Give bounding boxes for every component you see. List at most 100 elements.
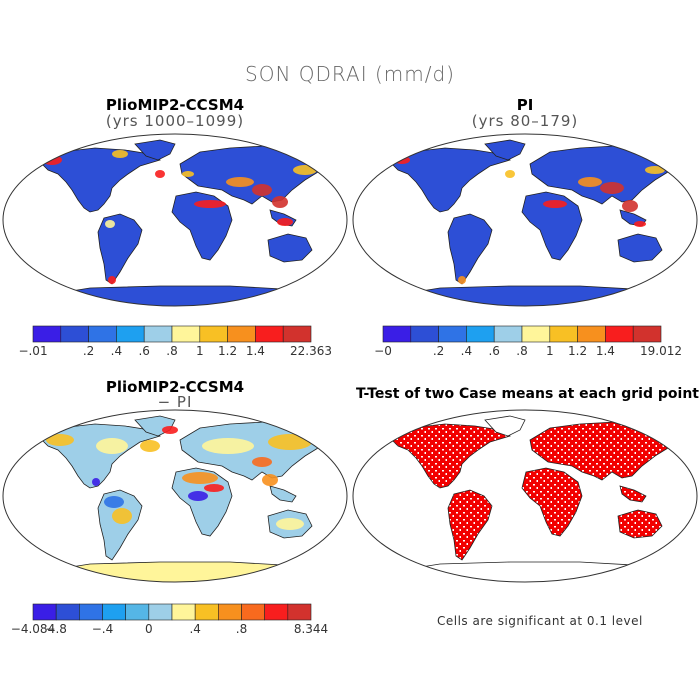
colorbar-swatch	[282, 325, 312, 343]
ocean-background	[353, 134, 697, 306]
land-greenland	[484, 139, 526, 161]
field-patch	[182, 171, 194, 177]
colorbar-tick-label: .8	[236, 622, 247, 636]
colorbar-swatch	[382, 325, 412, 343]
field-patch	[293, 165, 317, 175]
colorbar-tick-label: 19.012	[640, 344, 682, 358]
colorbar-tick-label: .4	[111, 344, 122, 358]
land-northAmerica	[389, 423, 511, 489]
field-patch	[140, 440, 160, 452]
colorbar-swatch	[605, 325, 634, 343]
map-panel2	[352, 133, 698, 307]
colorbar-tick-label: .4	[461, 344, 472, 358]
colorbar-tick-label: .2	[433, 344, 444, 358]
colorbar-tick-label: 1.4	[246, 344, 265, 358]
map-frame	[352, 409, 698, 583]
colorbar-swatch	[264, 603, 289, 621]
panel3-subtitle: − PI	[157, 393, 193, 411]
colorbar-swatch	[493, 325, 523, 343]
colorbar-tick-label: .8	[516, 344, 527, 358]
land-australia	[267, 233, 313, 263]
colorbar-tick-label: 1.4	[596, 344, 615, 358]
field-patch	[226, 177, 254, 187]
colorbar-tick-label: −.01	[18, 344, 47, 358]
map-panel4	[352, 409, 698, 583]
panel1-title: PlioMIP2-CCSM4	[105, 96, 245, 114]
land-africa	[521, 467, 583, 537]
field-patch	[277, 218, 293, 226]
field-patch	[112, 150, 128, 158]
field-patch	[112, 508, 132, 524]
land-greenland	[484, 415, 526, 437]
field-patch	[108, 276, 116, 284]
land-africa	[171, 191, 233, 261]
colorbar-tick-label: −0	[374, 344, 392, 358]
colorbar-swatch	[194, 603, 219, 621]
colorbar-tick-label: −4.084	[11, 622, 55, 636]
land-australia	[617, 509, 663, 539]
colorbar-tick-label: 1	[546, 344, 554, 358]
land-southAmerica	[447, 213, 493, 285]
field-patch	[194, 200, 226, 208]
field-patch	[252, 184, 272, 196]
colorbar-swatch	[171, 603, 196, 621]
colorbar-swatch	[199, 325, 228, 343]
panel1-subtitle: (yrs 1000–1099)	[105, 112, 245, 130]
colorbar-swatch	[60, 325, 89, 343]
colorbar-swatch	[549, 325, 578, 343]
land-southAmerica	[97, 489, 143, 561]
figure-title: SON QDRAI (mm/d)	[245, 62, 455, 86]
colorbar-tick-label: .6	[138, 344, 149, 358]
significance-note: Cells are significant at 0.1 level	[437, 614, 643, 628]
colorbar-swatch	[143, 325, 173, 343]
map-panel1	[2, 133, 348, 307]
panel4-title: T-Test of two Case means at each grid po…	[356, 386, 699, 402]
colorbar-swatch	[632, 325, 662, 343]
field-patch	[600, 182, 624, 194]
field-patch	[204, 484, 224, 492]
colorbar-swatch	[438, 325, 467, 343]
field-patch	[458, 276, 466, 284]
colorbar-swatch	[32, 325, 62, 343]
colorbar-swatch	[241, 603, 265, 621]
field-patch	[182, 472, 218, 484]
ocean-background	[3, 134, 347, 306]
colorbar-tick-label: .4	[189, 622, 200, 636]
field-patch	[505, 170, 515, 178]
field-patch	[155, 170, 165, 178]
map-frame	[2, 409, 348, 583]
field-patch	[46, 434, 74, 446]
colorbar-tick-label: 8.344	[294, 622, 328, 636]
land-seAsia	[269, 485, 297, 503]
land-southAmerica	[447, 489, 493, 561]
field-patch	[268, 434, 312, 450]
colorbar-tick-label: .8	[166, 344, 177, 358]
colorbar-swatch	[32, 603, 57, 621]
colorbar-tick-label: 1.2	[568, 344, 587, 358]
colorbar-swatch	[171, 325, 201, 343]
panel2-subtitle: (yrs 80–179)	[471, 112, 579, 130]
colorbar-swatch	[79, 603, 103, 621]
colorbar-tick-label: .2	[83, 344, 94, 358]
colorbar-swatch	[577, 325, 606, 343]
panel3-title: PlioMIP2-CCSM4	[105, 378, 245, 396]
land-northAmerica	[39, 147, 161, 213]
colorbar-tick-label: −.8	[45, 622, 67, 636]
land-seAsia	[619, 485, 647, 503]
colorbar-swatch	[410, 325, 439, 343]
field-patch	[104, 496, 124, 508]
colorbar-panel2: −0 .2 .4 .6 .8 1 1.2 1.4 19.012	[374, 325, 682, 358]
field-patch	[92, 478, 100, 486]
field-patch	[272, 196, 288, 208]
colorbar-swatch	[287, 603, 312, 621]
field-patch	[188, 491, 208, 501]
colorbar-panel3: −4.084−.8 −.4 0 .4 .8 8.344	[11, 603, 328, 636]
panel2-title: PI	[516, 96, 534, 114]
colorbar-swatch	[102, 603, 126, 621]
field-patch	[622, 200, 638, 212]
field-patch	[578, 177, 602, 187]
colorbar-swatch	[88, 325, 117, 343]
colorbar-swatch	[466, 325, 495, 343]
colorbar-swatch	[255, 325, 284, 343]
field-patch	[105, 220, 115, 228]
